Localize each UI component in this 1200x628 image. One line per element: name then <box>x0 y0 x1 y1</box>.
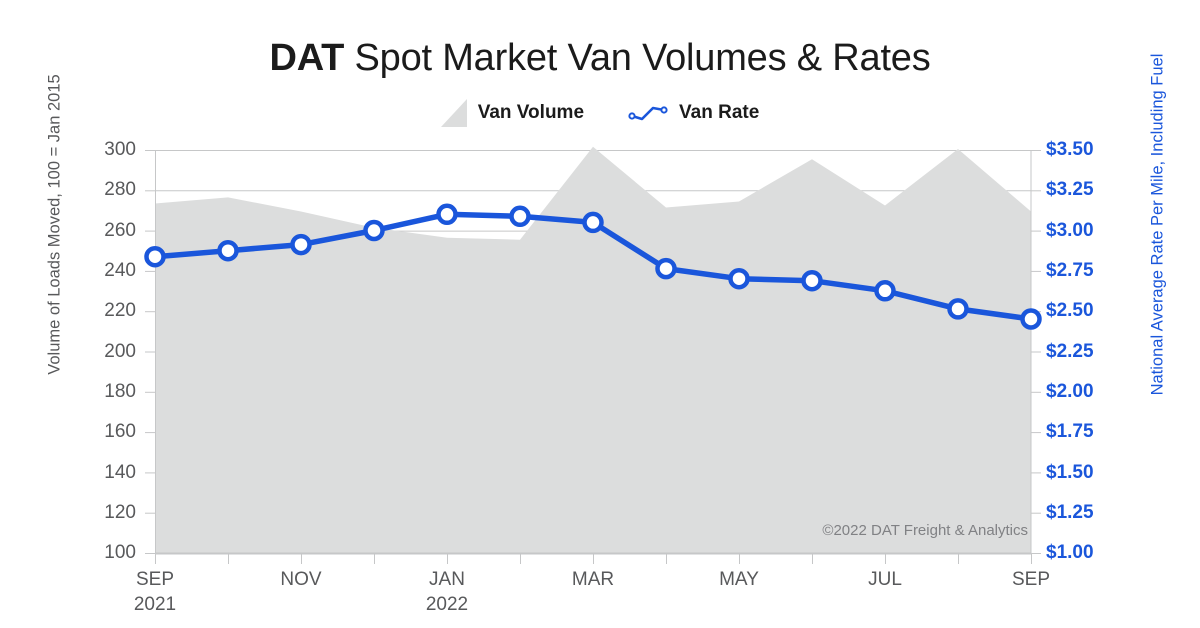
series-van-rate-markers <box>144 203 1042 330</box>
data-point-marker <box>144 245 166 268</box>
x-tick-label-jul: JUL <box>825 567 945 592</box>
y2-axis-title: National Average Rate Per Mile, Includin… <box>1148 53 1167 396</box>
line-marker-swatch-icon <box>628 106 668 121</box>
y2-tick-label-3-00: $3.00 <box>1046 220 1094 241</box>
y2-tick-label-2-50: $2.50 <box>1046 300 1094 321</box>
data-point-marker <box>217 239 239 262</box>
x-tick-month: SEP <box>135 569 175 590</box>
y-tick-label-240: 240 <box>104 260 136 281</box>
y-tick-label-220: 220 <box>104 300 136 321</box>
y-tick-label-260: 260 <box>104 220 136 241</box>
data-point-marker <box>582 211 604 234</box>
legend-label-van-rate: Van Rate <box>679 102 760 123</box>
data-point-marker <box>509 205 531 228</box>
x-tick-month: MAY <box>719 569 759 590</box>
x-tick-label-may: MAY <box>679 567 799 592</box>
area-triangle-swatch-icon <box>440 99 467 127</box>
legend-item-van-rate[interactable]: Van Rate <box>628 102 759 124</box>
x-tick-month: NOV <box>280 569 322 590</box>
x-tick-label-mar: MAR <box>533 567 653 592</box>
y2-tick-label-2-75: $2.75 <box>1046 260 1094 281</box>
y2-tick-label-1-25: $1.25 <box>1046 502 1094 523</box>
y-axis-title: Volume of Loads Moved, 100 = Jan 2015 <box>45 74 64 375</box>
x-tick-label-sep-2021: SEP 2021 <box>95 567 215 617</box>
x-axis-ticks <box>155 553 1032 564</box>
data-point-marker <box>1020 308 1042 330</box>
y-tick-label-100: 100 <box>104 542 136 563</box>
x-tick-label-nov: NOV <box>241 567 361 592</box>
x-tick-year: 2021 <box>133 594 177 615</box>
x-tick-month: JAN <box>429 569 465 590</box>
y2-tick-label-1-50: $1.50 <box>1046 462 1094 483</box>
page-title: DAT Spot Market Van Volumes & Rates <box>0 36 1200 80</box>
x-tick-month: SEP <box>1011 569 1051 590</box>
data-point-marker <box>436 203 458 226</box>
data-point-marker <box>801 269 823 292</box>
x-tick-month: JUL <box>868 569 902 590</box>
data-point-marker <box>947 298 969 320</box>
y2-tick-label-3-25: $3.25 <box>1046 179 1094 200</box>
y-tick-label-160: 160 <box>104 421 136 442</box>
data-point-marker <box>655 257 677 280</box>
x-tick-month: MAR <box>571 569 615 590</box>
data-point-marker <box>290 233 312 256</box>
data-point-marker <box>874 280 896 302</box>
y-tick-label-200: 200 <box>104 341 136 362</box>
y2-tick-label-1-00: $1.00 <box>1046 542 1094 563</box>
y-tick-label-300: 300 <box>104 139 136 160</box>
x-tick-label-sep: SEP <box>971 567 1091 592</box>
y2-tick-label-3-50: $3.50 <box>1046 139 1094 160</box>
series-van-volume-area <box>155 81 1031 554</box>
y-axis-tick-marks <box>145 150 155 554</box>
y2-tick-label-1-75: $1.75 <box>1046 421 1094 442</box>
y-tick-label-120: 120 <box>104 502 136 523</box>
legend-label-van-volume: Van Volume <box>477 102 585 123</box>
x-tick-label-jan-2022: JAN 2022 <box>387 567 507 617</box>
y-tick-label-280: 280 <box>104 179 136 200</box>
data-point-marker <box>363 219 385 242</box>
title-rest: Spot Market Van Volumes & Rates <box>344 37 931 79</box>
y-tick-label-140: 140 <box>104 462 136 483</box>
data-point-marker <box>728 267 750 290</box>
x-tick-year: 2022 <box>425 594 469 615</box>
title-brand: DAT <box>269 37 345 79</box>
legend-item-van-volume[interactable]: Van Volume <box>440 99 585 127</box>
y2-tick-label-2-25: $2.25 <box>1046 341 1094 362</box>
y2-axis-tick-marks <box>1031 150 1041 554</box>
y2-tick-label-2-00: $2.00 <box>1046 381 1094 402</box>
chart-legend: Van Volume Van Rate <box>0 99 1200 127</box>
copyright-notice: ©2022 DAT Freight & Analytics <box>822 522 1028 539</box>
y-tick-label-180: 180 <box>104 381 136 402</box>
